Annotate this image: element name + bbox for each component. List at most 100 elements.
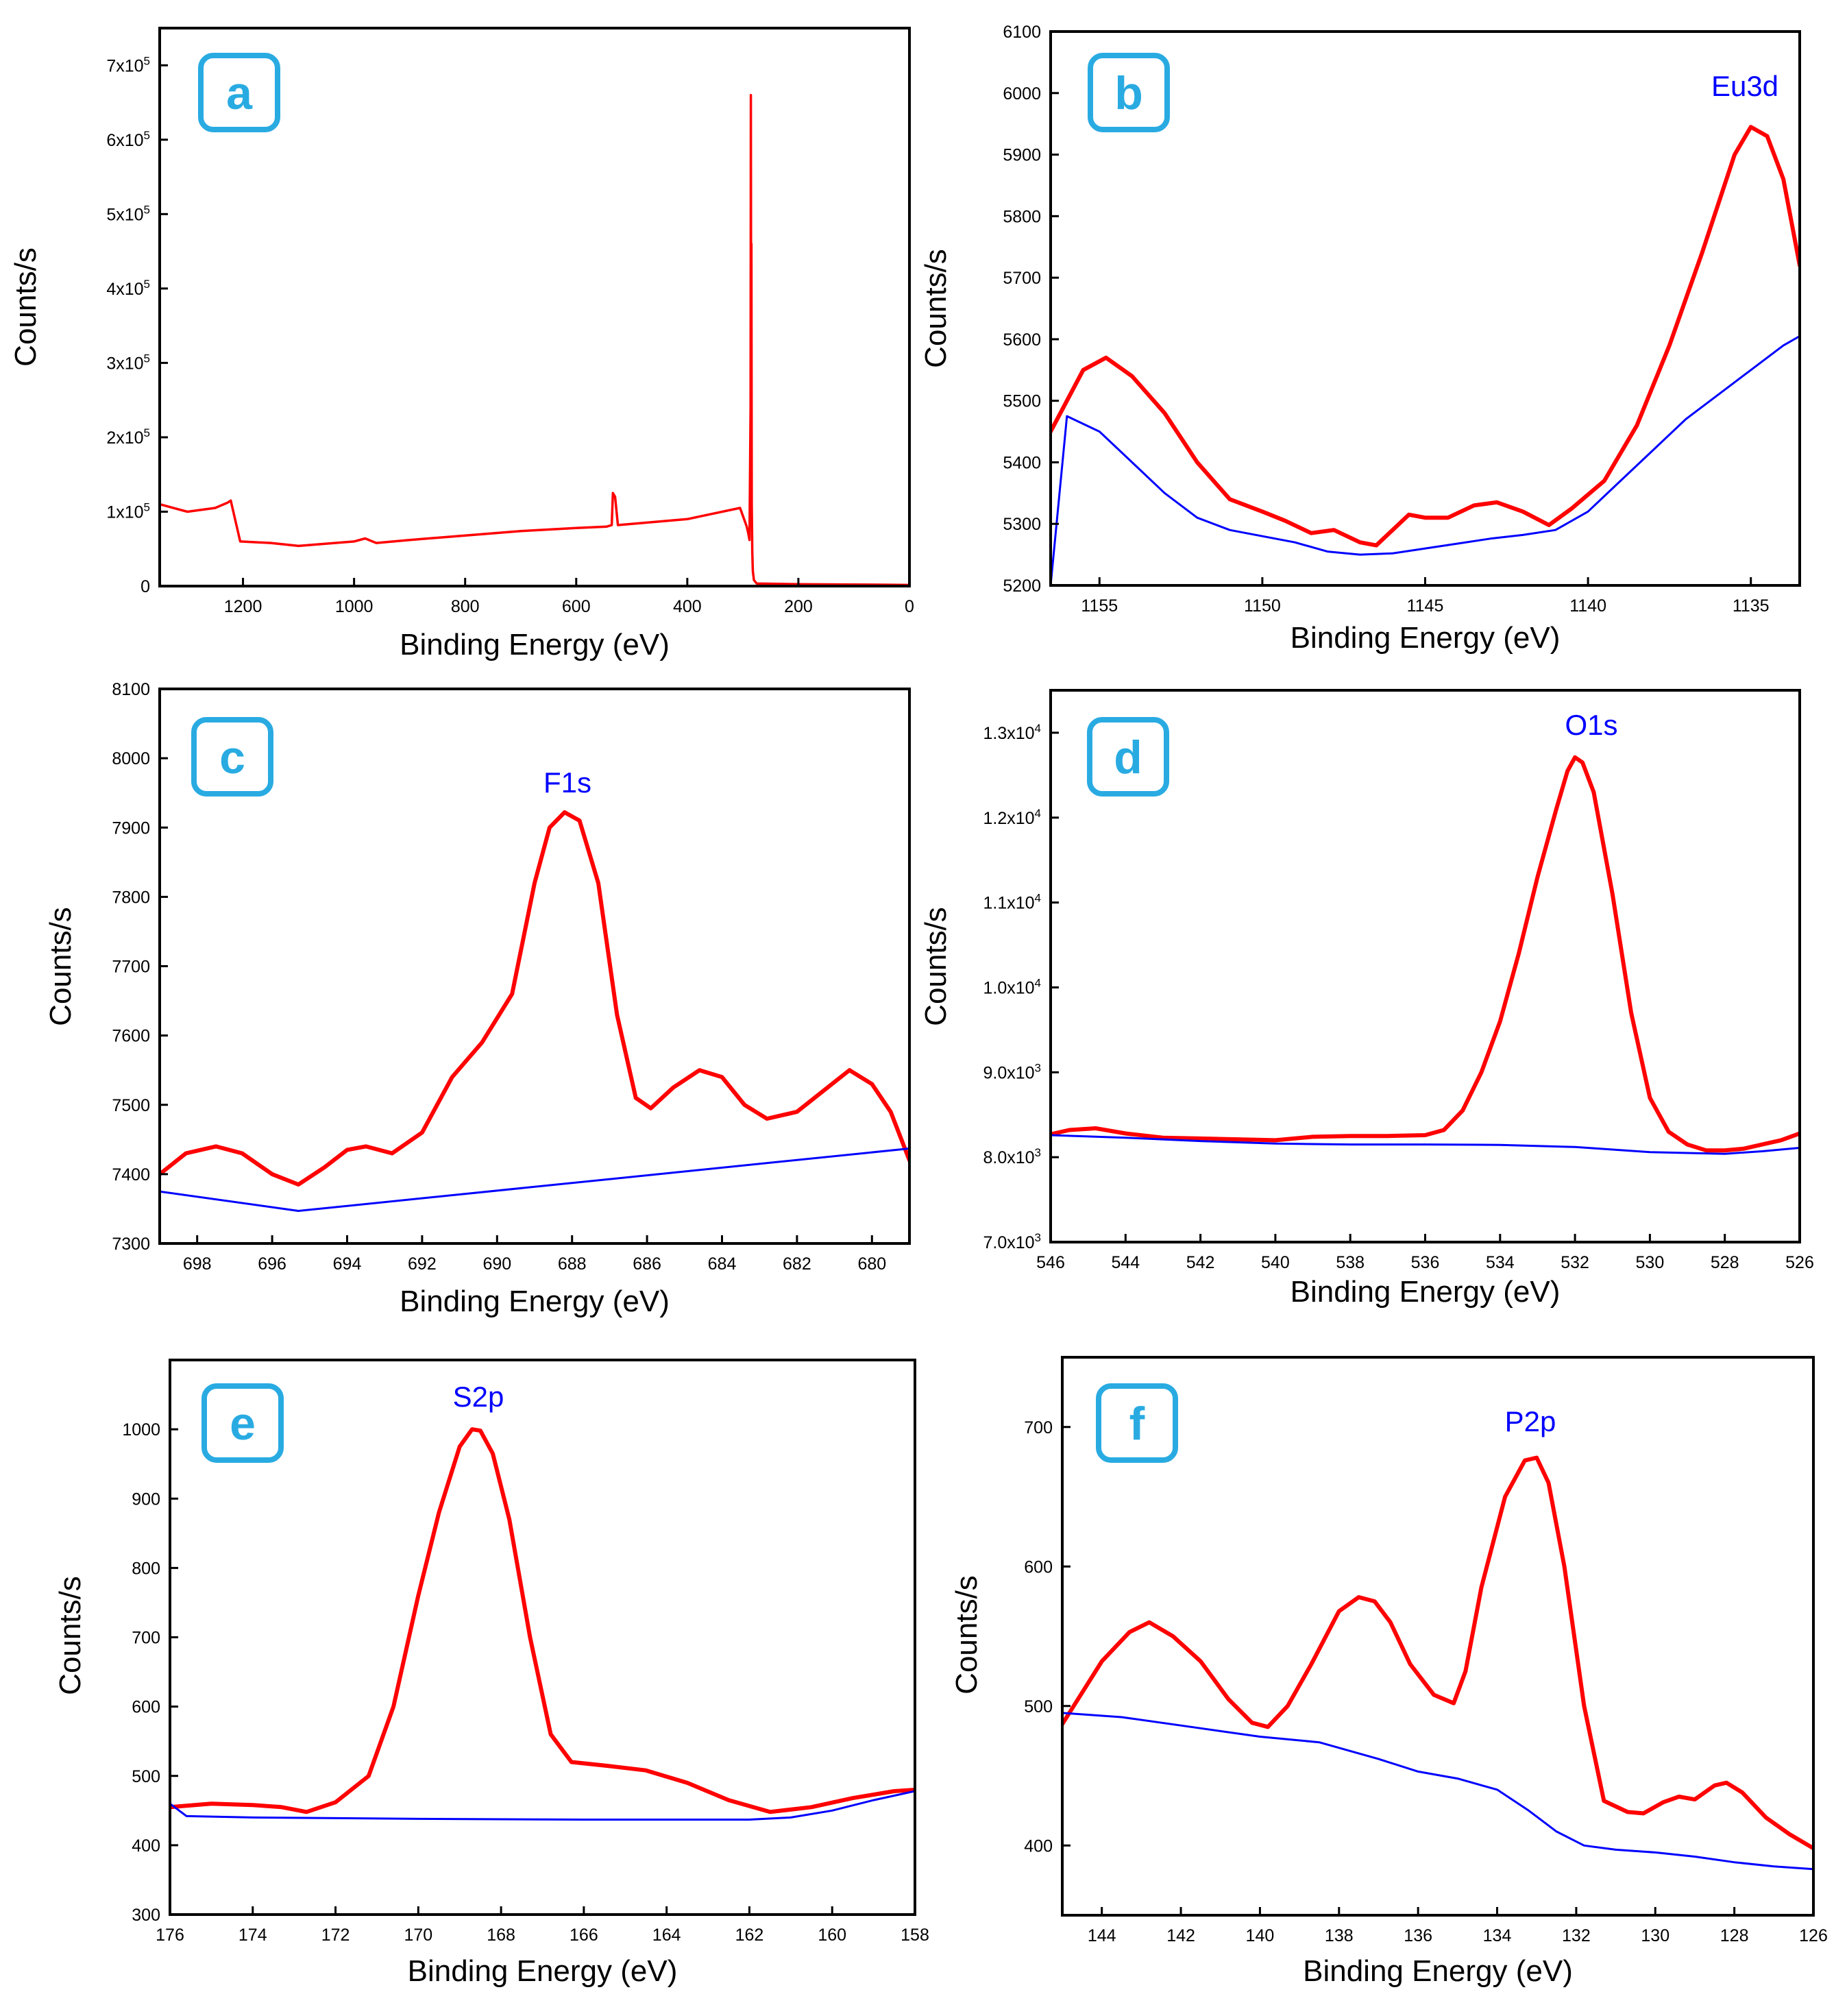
x-tick-label-d: 530 (1636, 1253, 1665, 1272)
y-axis-title-f: Counts/s (950, 1575, 983, 1695)
y-axis-title-a: Counts/s (9, 247, 42, 367)
y-tick-label-a: 5x105 (106, 203, 150, 224)
y-tick-label-a: 3x105 (106, 352, 150, 373)
y-axis-title-e: Counts/s (53, 1576, 87, 1695)
y-tick-label-b: 6000 (1003, 84, 1041, 104)
background-line-c (160, 1147, 909, 1212)
y-tick-label-d: 1.2x104 (983, 807, 1041, 828)
panel-badge-a (198, 53, 280, 132)
y-axis-title-c: Counts/s (44, 907, 77, 1026)
x-tick-label-e: 164 (652, 1926, 681, 1945)
x-tick-label-a: 400 (673, 597, 702, 616)
x-tick-label-e: 174 (238, 1926, 267, 1945)
x-tick-label-e: 162 (735, 1926, 764, 1945)
panel-f: 144 142 140 138 136 134 132 130 128 126 400 500 600 7… (950, 1356, 1828, 1988)
y-tick-label-b: 5400 (1003, 453, 1041, 472)
series-group-a (160, 93, 909, 586)
y-tick-label-c: 7300 (112, 1235, 150, 1254)
series-group-d (1051, 755, 1800, 1155)
x-tick-label-a: 800 (451, 597, 480, 616)
series-group-f (1062, 1455, 1813, 1871)
y-tick-label-b: 5500 (1003, 392, 1041, 411)
y-tick-label-b: 5900 (1003, 146, 1041, 165)
x-tick-label-f: 136 (1404, 1926, 1432, 1945)
y-tick-label-c: 8100 (112, 680, 150, 699)
panel-badge-c (191, 717, 273, 797)
y-tick-label-c: 7400 (112, 1165, 150, 1185)
x-tick-label-c: 696 (258, 1254, 286, 1274)
peak-label-f: P2p (1505, 1405, 1556, 1437)
y-tick-label-c: 7700 (112, 958, 150, 977)
y-tick-label-c: 7800 (112, 888, 150, 907)
x-tick-label-f: 130 (1641, 1926, 1669, 1945)
x-tick-label-d: 540 (1261, 1253, 1290, 1272)
x-tick-label-d: 538 (1336, 1253, 1365, 1272)
y-tick-label-b: 5200 (1003, 576, 1041, 596)
y-tick-label-c: 8000 (112, 749, 150, 768)
y-tick-label-c: 7500 (112, 1096, 150, 1115)
x-tick-label-e: 158 (901, 1926, 929, 1945)
x-tick-label-a: 1200 (224, 597, 262, 616)
y-tick-label-e: 600 (132, 1698, 160, 1717)
y-tick-label-a: 1x105 (106, 500, 150, 522)
panel-badge-letter-c: c (219, 731, 245, 784)
y-tick-label-e: 1000 (122, 1420, 160, 1440)
y-tick-label-d: 9.0x103 (983, 1061, 1041, 1082)
panel-badge-f (1096, 1383, 1178, 1463)
x-tick-label-a: 0 (905, 597, 914, 616)
x-tick-label-d: 546 (1036, 1253, 1065, 1272)
y-axis-title-b: Counts/s (919, 249, 953, 368)
x-tick-label-e: 160 (818, 1926, 846, 1945)
y-tick-label-a: 4x105 (106, 278, 150, 299)
background-line-d (1051, 1134, 1800, 1155)
x-tick-label-c: 692 (408, 1254, 437, 1274)
panel-b: 1155 1150 1145 1140 1135 5200 5300 5400 5500 5600… (919, 23, 1801, 655)
y-tick-label-f: 500 (1024, 1697, 1053, 1716)
peak-label-e: S2p (453, 1381, 504, 1413)
y-tick-label-e: 800 (132, 1559, 160, 1578)
panel-d: 546 544 542 540 538 536 534 532 530 528 526 7.0x103… (919, 689, 1814, 1309)
y-tick-label-d: 1.3x104 (983, 722, 1041, 743)
y-axis-title-d: Counts/s (919, 907, 953, 1026)
y-tick-label-e: 300 (132, 1906, 160, 1925)
x-tick-label-e: 168 (487, 1926, 515, 1945)
x-axis-title-a: Binding Energy (eV) (400, 628, 670, 661)
plot-frame-f (1061, 1356, 1815, 1917)
x-tick-label-e: 176 (156, 1926, 184, 1945)
x-tick-label-d: 534 (1486, 1253, 1515, 1272)
panel-badge-letter-a: a (226, 67, 253, 119)
peak-label-b: Eu3d (1711, 70, 1778, 102)
y-tick-label-d: 7.0x103 (983, 1231, 1041, 1252)
x-tick-label-f: 140 (1246, 1926, 1275, 1945)
plot-frame-a (158, 27, 911, 587)
x-tick-label-c: 684 (708, 1254, 737, 1274)
panel-badge-b (1088, 53, 1170, 132)
x-tick-label-d: 542 (1186, 1253, 1215, 1272)
spectrum-line-e (170, 1427, 915, 1814)
y-tick-label-c: 7900 (112, 818, 150, 838)
x-axis-title-e: Binding Energy (eV) (408, 1954, 678, 1988)
x-tick-label-d: 526 (1785, 1253, 1814, 1272)
x-tick-label-c: 698 (183, 1254, 212, 1274)
x-tick-label-b: 1155 (1081, 596, 1118, 616)
x-tick-label-c: 690 (482, 1254, 511, 1274)
x-tick-label-f: 142 (1166, 1926, 1195, 1945)
x-tick-label-a: 600 (562, 597, 591, 616)
x-axis-title-d: Binding Energy (eV) (1291, 1275, 1561, 1309)
spectrum-line-b (1051, 125, 1800, 548)
x-axis-title-b: Binding Energy (eV) (1291, 621, 1561, 655)
x-tick-label-f: 126 (1799, 1926, 1828, 1945)
y-tick-label-a: 2x105 (106, 426, 150, 448)
background-line-b (1051, 335, 1800, 585)
peak-label-c: F1s (543, 766, 591, 799)
x-axis-title-f: Binding Energy (eV) (1303, 1954, 1573, 1988)
x-tick-label-e: 170 (404, 1926, 432, 1945)
x-tick-label-d: 532 (1561, 1253, 1589, 1272)
panel-badge-letter-b: b (1114, 67, 1143, 119)
background-line-e (170, 1790, 915, 1821)
panel-a: 1200 1000 800 600 400 200 0 0 1x105 2x105 3x105 4x1… (9, 27, 914, 661)
x-tick-label-f: 144 (1088, 1926, 1116, 1945)
y-tick-label-b: 5800 (1003, 207, 1041, 226)
y-tick-label-e: 500 (132, 1767, 160, 1786)
spectrum-line-f (1062, 1455, 1813, 1851)
